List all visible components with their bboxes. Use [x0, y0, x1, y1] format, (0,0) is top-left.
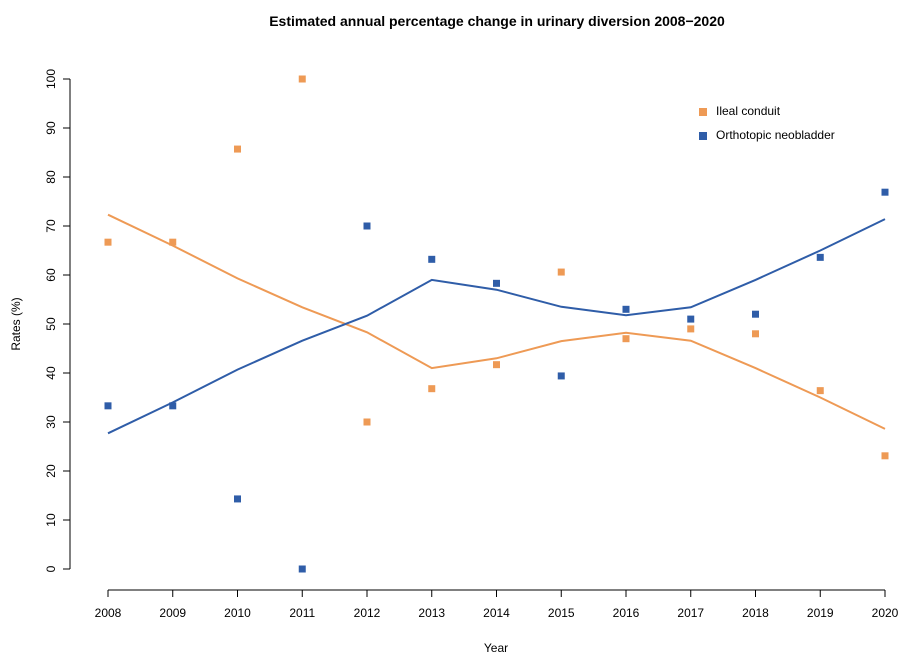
point-series-2	[169, 402, 177, 410]
chart-title: Estimated annual percentage change in ur…	[269, 13, 725, 29]
y-tick-label: 50	[44, 317, 58, 331]
x-tick-label: 2010	[224, 606, 251, 620]
x-tick-label: 2019	[807, 606, 834, 620]
x-tick-label: 2018	[742, 606, 769, 620]
point-series-1	[881, 452, 889, 460]
point-series-2	[428, 255, 436, 263]
trend-line-series-2	[107, 218, 886, 435]
point-series-2	[104, 402, 112, 410]
x-axis-label: Year	[484, 641, 508, 654]
point-series-2	[687, 315, 695, 323]
point-series-2	[298, 565, 306, 573]
x-tick-label: 2014	[483, 606, 510, 620]
x-tick-label: 2009	[159, 606, 186, 620]
x-tick-label: 2016	[613, 606, 640, 620]
point-series-1	[816, 387, 824, 395]
point-series-1	[622, 335, 630, 343]
point-series-1	[557, 268, 565, 276]
point-series-1	[169, 238, 177, 246]
y-tick-label: 60	[44, 268, 58, 282]
point-series-1	[428, 385, 436, 393]
point-series-2	[622, 305, 630, 313]
legend-label: Ileal conduit	[716, 104, 781, 118]
y-tick-label: 40	[44, 366, 58, 380]
point-series-1	[298, 75, 306, 83]
x-tick-label: 2015	[548, 606, 575, 620]
point-series-1	[363, 418, 371, 426]
point-series-2	[816, 253, 824, 261]
x-tick-label: 2011	[289, 606, 315, 620]
y-tick-label: 30	[44, 415, 58, 429]
point-series-1	[687, 325, 695, 333]
legend-marker	[699, 132, 707, 140]
point-series-2	[493, 279, 500, 287]
point-series-2	[363, 222, 371, 230]
y-tick-label: 80	[44, 170, 58, 184]
legend: Ileal conduit Orthotopic neobladder	[699, 104, 835, 142]
trend-lines	[107, 213, 886, 435]
x-tick-label: 2013	[418, 606, 445, 620]
point-series-2	[752, 310, 759, 318]
data-points	[104, 75, 889, 573]
point-series-2	[881, 188, 889, 196]
y-tick-label: 0	[44, 565, 58, 572]
point-series-1	[752, 330, 759, 338]
x-tick-label: 2020	[872, 606, 899, 620]
point-series-1	[234, 145, 241, 153]
point-series-1	[493, 361, 500, 369]
y-tick-label: 10	[44, 513, 58, 527]
point-series-2	[234, 495, 241, 503]
x-tick-label: 2008	[95, 606, 122, 620]
y-axis-label: Rates (%)	[9, 297, 23, 350]
legend-marker	[699, 108, 707, 116]
x-tick-label: 2012	[354, 606, 381, 620]
x-tick-label: 2017	[677, 606, 704, 620]
y-tick-label: 100	[44, 69, 58, 89]
point-series-2	[557, 372, 565, 380]
legend-label: Orthotopic neobladder	[716, 128, 835, 142]
point-series-1	[104, 238, 112, 246]
y-tick-label: 20	[44, 464, 58, 478]
x-axis: 2008 2009 2010 2011 2012 2013 2014 2015 2016 2017…	[95, 589, 899, 620]
y-tick-label: 90	[44, 121, 58, 135]
y-axis: 0 10 20 30 40 50 60 70 80 90 100	[44, 69, 71, 572]
y-tick-label: 70	[44, 219, 58, 233]
trend-line-series-1	[107, 213, 886, 430]
